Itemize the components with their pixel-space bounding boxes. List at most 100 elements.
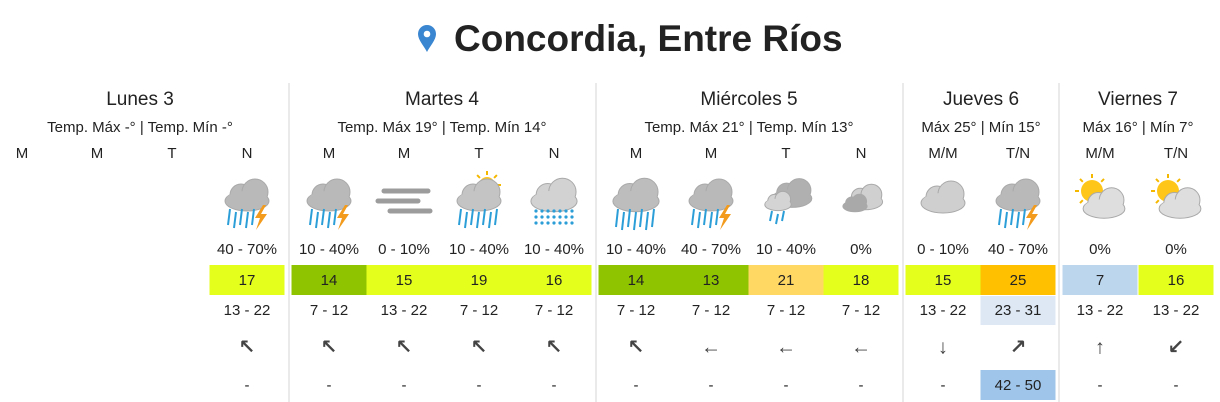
rain bbox=[333, 208, 337, 226]
rain bbox=[998, 208, 1002, 226]
rain bbox=[1004, 211, 1008, 229]
temp-cell bbox=[823, 265, 899, 295]
rain bbox=[645, 211, 649, 231]
wind-gust: - bbox=[859, 377, 864, 394]
day-name: Miércoles 5 bbox=[700, 89, 797, 110]
precip-prob: 40 - 70% bbox=[217, 241, 277, 258]
drizzle bbox=[570, 209, 574, 213]
gust-cell bbox=[980, 370, 1056, 400]
temp-cell bbox=[1138, 265, 1214, 295]
location-pin bbox=[418, 25, 436, 52]
sun-ray bbox=[1176, 178, 1181, 183]
temp-cell bbox=[516, 265, 592, 295]
rain bbox=[781, 210, 785, 222]
precip-prob: 0% bbox=[1165, 241, 1187, 258]
wind-speed: 7 - 12 bbox=[842, 302, 880, 319]
wind-direction: ↖ bbox=[546, 336, 563, 358]
lightning bbox=[255, 205, 267, 230]
wind-direction: ↓ bbox=[938, 336, 948, 358]
period: M/M bbox=[928, 145, 957, 162]
temp-cell bbox=[980, 265, 1056, 295]
day-temps: Máx 16° | Mín 7° bbox=[1083, 119, 1194, 136]
wind-direction: ↖ bbox=[239, 336, 256, 358]
temp-cell bbox=[291, 265, 367, 295]
weather-icon bbox=[306, 178, 352, 230]
wind-gust: - bbox=[245, 377, 250, 394]
period: M bbox=[630, 145, 643, 162]
rain bbox=[715, 208, 719, 226]
wind-speed: 7 - 12 bbox=[617, 302, 655, 319]
period: T bbox=[167, 145, 176, 162]
day-name: Viernes 7 bbox=[1098, 89, 1178, 110]
cloud bbox=[531, 190, 577, 210]
precip-prob: 0% bbox=[1089, 241, 1111, 258]
temperature: 18 bbox=[853, 272, 870, 289]
wind-direction: ↖ bbox=[321, 336, 338, 358]
drizzle bbox=[534, 221, 538, 225]
sun-ray bbox=[1100, 178, 1105, 183]
drizzle bbox=[534, 215, 538, 219]
lightning bbox=[1026, 205, 1038, 230]
drizzle bbox=[540, 209, 544, 213]
wind-speed: 13 - 22 bbox=[224, 302, 271, 319]
weather-icon bbox=[920, 180, 966, 214]
wind-gust: - bbox=[477, 377, 482, 394]
wind-speed: 23 - 31 bbox=[995, 302, 1042, 319]
temp-cell bbox=[673, 265, 749, 295]
precip-prob: 40 - 70% bbox=[681, 241, 741, 258]
period: T/N bbox=[1006, 145, 1030, 162]
wind-direction: ↖ bbox=[396, 336, 413, 358]
wind-direction: ← bbox=[701, 336, 721, 358]
weather-icon bbox=[456, 171, 502, 229]
period: M bbox=[705, 145, 718, 162]
day-temps: Máx 25° | Mín 15° bbox=[921, 119, 1040, 136]
temp-cell bbox=[598, 265, 674, 295]
weather-icon bbox=[375, 188, 433, 214]
sun-ray bbox=[1155, 178, 1160, 183]
temp-cell bbox=[1062, 265, 1138, 295]
rain bbox=[488, 211, 492, 229]
rain bbox=[458, 208, 462, 226]
sun-ray bbox=[476, 174, 481, 179]
wind-direction: ↖ bbox=[471, 336, 488, 358]
sun-ray bbox=[1155, 199, 1160, 204]
rain bbox=[639, 208, 643, 228]
precip-prob: 0% bbox=[850, 241, 872, 258]
cloud bbox=[765, 198, 791, 210]
drizzle bbox=[564, 209, 568, 213]
period: T bbox=[781, 145, 790, 162]
wind-gust: - bbox=[784, 377, 789, 394]
temp-cell bbox=[209, 265, 285, 295]
precip-prob: 0 - 10% bbox=[917, 241, 969, 258]
drizzle bbox=[552, 221, 556, 225]
rain bbox=[227, 208, 231, 226]
wind-gust: - bbox=[634, 377, 639, 394]
cloud bbox=[690, 191, 732, 209]
precip-prob: 10 - 40% bbox=[524, 241, 584, 258]
wind-speed: 13 - 22 bbox=[381, 302, 428, 319]
wind-gust: - bbox=[1174, 377, 1179, 394]
rain bbox=[315, 211, 319, 229]
drizzle bbox=[540, 221, 544, 225]
wind-gust: - bbox=[552, 377, 557, 394]
period: T/N bbox=[1164, 145, 1188, 162]
drizzle bbox=[546, 221, 550, 225]
sun-ray bbox=[1079, 178, 1084, 183]
cloud bbox=[613, 190, 659, 210]
rain bbox=[309, 208, 313, 226]
sun-ray bbox=[493, 174, 498, 179]
sun-ray bbox=[1079, 199, 1084, 204]
drizzle bbox=[558, 215, 562, 219]
rain bbox=[239, 208, 243, 226]
drizzle bbox=[540, 215, 544, 219]
temperature: 14 bbox=[628, 272, 645, 289]
drizzle bbox=[558, 221, 562, 225]
location-title: Concordia, Entre Ríos bbox=[454, 18, 843, 59]
rain bbox=[476, 211, 480, 229]
wind-gust: - bbox=[941, 377, 946, 394]
wind-cell bbox=[980, 296, 1056, 325]
temp-cell bbox=[366, 265, 442, 295]
precip-prob: 40 - 70% bbox=[988, 241, 1048, 258]
rain bbox=[627, 208, 631, 228]
